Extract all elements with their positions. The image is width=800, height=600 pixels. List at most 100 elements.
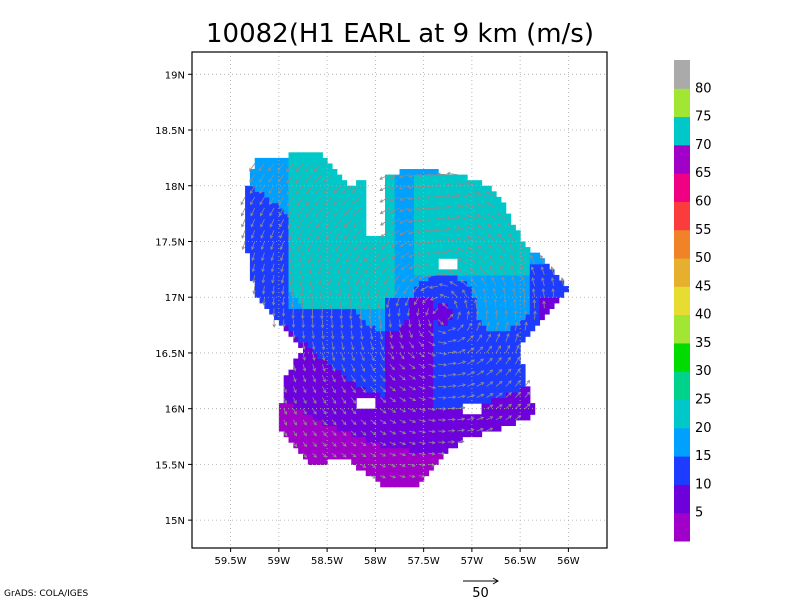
speed-cell [302, 247, 309, 254]
wind-vector [477, 235, 487, 242]
speed-cell [317, 425, 323, 432]
speed-cell [438, 297, 444, 304]
speed-cell [462, 336, 468, 343]
wind-vector [325, 230, 333, 240]
speed-cell [452, 196, 459, 204]
wind-vector [486, 393, 494, 398]
speed-cell [481, 352, 487, 360]
speed-cell [524, 269, 531, 276]
speed-cell [510, 258, 516, 265]
wind-vector [317, 241, 323, 252]
speed-cell [360, 414, 367, 421]
speed-cell [404, 430, 410, 438]
gridlines [192, 52, 607, 548]
speed-cell [486, 352, 492, 360]
speed-cell [274, 269, 280, 276]
speed-cell [394, 313, 401, 321]
speed-cell [360, 458, 367, 465]
speed-cell [302, 185, 309, 192]
speed-cell [452, 341, 459, 348]
speed-cell [394, 180, 401, 187]
speed-cell [423, 185, 430, 192]
speed-cell [293, 308, 299, 315]
speed-cell [409, 308, 415, 315]
wind-vector [252, 274, 256, 284]
wind-vector [288, 241, 294, 252]
speed-cell [336, 202, 343, 209]
speed-cell [346, 286, 352, 293]
speed-cell [322, 319, 328, 326]
speed-cell [380, 274, 386, 282]
speed-cell [404, 263, 410, 270]
wind-vector [498, 244, 507, 253]
speed-cell [322, 224, 328, 231]
speed-cell [428, 208, 434, 215]
speed-cell [327, 414, 333, 421]
speed-cell [394, 380, 401, 387]
wind-vector [353, 241, 362, 251]
speed-cell [356, 269, 362, 276]
speed-cell [399, 336, 405, 343]
wind-vector [428, 451, 436, 456]
speed-cell [413, 219, 420, 226]
speed-cell [471, 325, 478, 332]
wind-vector [241, 219, 246, 228]
speed-cell [331, 180, 338, 187]
speed-cell [307, 263, 314, 270]
speed-cell [317, 447, 323, 454]
speed-cell [394, 397, 401, 404]
speed-cell [307, 419, 314, 426]
speed-cell [394, 436, 401, 443]
wind-vector [380, 441, 387, 446]
wind-vector [365, 274, 371, 286]
speed-cell [515, 358, 521, 365]
wind-vector [446, 248, 458, 253]
speed-cell [389, 436, 396, 443]
speed-cell [389, 330, 396, 337]
wind-vector [399, 452, 407, 457]
wind-vector [328, 286, 333, 298]
speed-cell [428, 347, 434, 354]
speed-cell [264, 180, 270, 187]
speed-cell [293, 330, 299, 337]
speed-cell [356, 230, 362, 237]
speed-cell [500, 397, 507, 404]
speed-cell [360, 341, 367, 348]
speed-cell [259, 247, 265, 254]
speed-cell [428, 286, 434, 293]
speed-cell [515, 347, 521, 354]
speed-cell [249, 219, 256, 226]
speed-cell [356, 185, 362, 192]
speed-cell [245, 191, 251, 198]
speed-cell [298, 286, 304, 293]
speed-cell [452, 430, 459, 438]
speed-cell [254, 180, 261, 187]
wind-vector [495, 345, 502, 354]
wind-vector [268, 185, 275, 194]
wind-vector [312, 408, 317, 415]
speed-cell [462, 269, 468, 276]
wind-vector [418, 397, 426, 401]
speed-cell [298, 375, 304, 382]
speed-cell [341, 447, 348, 454]
wind-vector [399, 386, 406, 391]
speed-cell [510, 297, 516, 304]
speed-cell [385, 224, 391, 231]
speed-cell [249, 180, 256, 187]
speed-cell [360, 391, 367, 399]
speed-cell [322, 302, 328, 309]
wind-vector [270, 263, 275, 273]
speed-cell [409, 180, 415, 187]
speed-cell [438, 414, 444, 421]
speed-cell [447, 397, 454, 404]
speed-cell [452, 180, 459, 187]
speed-cell [500, 313, 507, 321]
speed-cell [409, 369, 415, 376]
speed-cell [433, 442, 439, 449]
wind-vector [338, 286, 342, 298]
speed-cell [389, 263, 396, 270]
wind-vector [417, 185, 429, 189]
speed-cell [496, 425, 502, 432]
wind-vector [390, 218, 400, 225]
speed-cell [307, 358, 314, 365]
